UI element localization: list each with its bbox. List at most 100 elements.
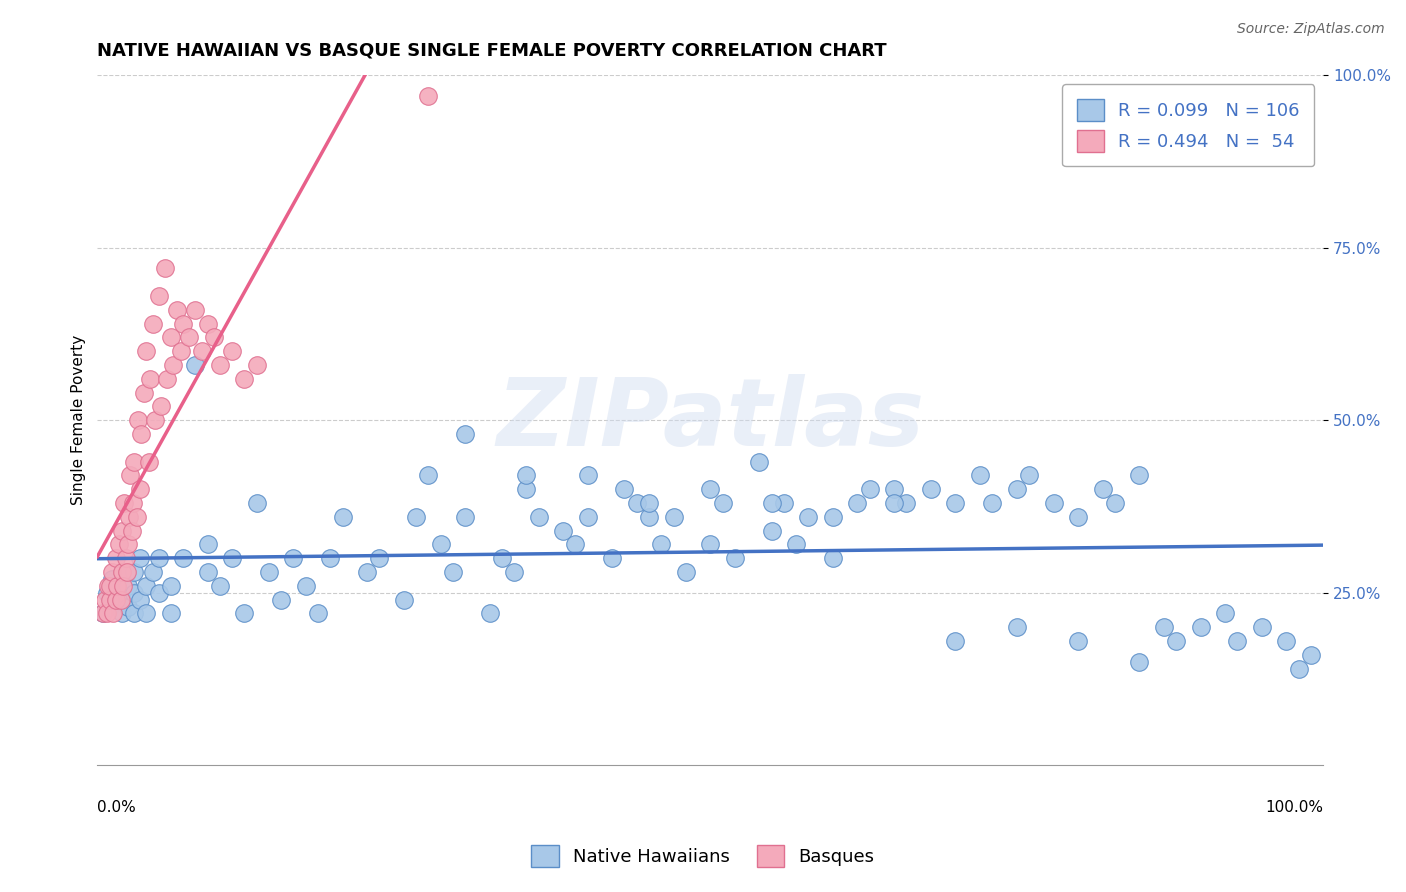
Point xyxy=(981,496,1004,510)
Point xyxy=(115,565,138,579)
Point xyxy=(392,592,415,607)
Point xyxy=(129,482,152,496)
Point xyxy=(307,607,329,621)
Legend: R = 0.099   N = 106, R = 0.494   N =  54: R = 0.099 N = 106, R = 0.494 N = 54 xyxy=(1063,84,1315,166)
Point xyxy=(1005,482,1028,496)
Point xyxy=(515,482,537,496)
Point xyxy=(724,551,747,566)
Point xyxy=(103,607,125,621)
Point xyxy=(332,509,354,524)
Point xyxy=(478,607,501,621)
Point xyxy=(118,509,141,524)
Point xyxy=(1018,468,1040,483)
Point xyxy=(160,330,183,344)
Text: Source: ZipAtlas.com: Source: ZipAtlas.com xyxy=(1237,22,1385,37)
Point xyxy=(418,468,440,483)
Text: ZIPatlas: ZIPatlas xyxy=(496,375,924,467)
Point xyxy=(270,592,292,607)
Point xyxy=(600,551,623,566)
Point xyxy=(117,537,139,551)
Point xyxy=(104,592,127,607)
Point xyxy=(821,509,844,524)
Point xyxy=(160,579,183,593)
Point xyxy=(1189,620,1212,634)
Point xyxy=(121,524,143,538)
Point xyxy=(896,496,918,510)
Point xyxy=(564,537,586,551)
Point xyxy=(132,385,155,400)
Point xyxy=(162,358,184,372)
Point xyxy=(141,565,163,579)
Point xyxy=(101,572,124,586)
Point xyxy=(172,551,194,566)
Point xyxy=(153,261,176,276)
Point xyxy=(104,551,127,566)
Point xyxy=(111,607,134,621)
Point xyxy=(613,482,636,496)
Point xyxy=(114,551,136,566)
Point xyxy=(650,537,672,551)
Point xyxy=(1213,607,1236,621)
Point xyxy=(1275,634,1298,648)
Point xyxy=(515,468,537,483)
Point xyxy=(197,537,219,551)
Point xyxy=(105,579,128,593)
Text: NATIVE HAWAIIAN VS BASQUE SINGLE FEMALE POVERTY CORRELATION CHART: NATIVE HAWAIIAN VS BASQUE SINGLE FEMALE … xyxy=(97,42,887,60)
Point xyxy=(859,482,882,496)
Point xyxy=(699,482,721,496)
Point xyxy=(1299,648,1322,662)
Point xyxy=(208,358,231,372)
Point xyxy=(441,565,464,579)
Point xyxy=(1067,509,1090,524)
Y-axis label: Single Female Poverty: Single Female Poverty xyxy=(72,335,86,506)
Point xyxy=(576,509,599,524)
Point xyxy=(108,537,131,551)
Point xyxy=(170,344,193,359)
Point xyxy=(1128,655,1150,669)
Point xyxy=(98,592,121,607)
Point xyxy=(283,551,305,566)
Point xyxy=(179,330,201,344)
Point xyxy=(111,524,134,538)
Point xyxy=(797,509,820,524)
Point xyxy=(821,551,844,566)
Point xyxy=(920,482,942,496)
Point xyxy=(761,524,783,538)
Point xyxy=(246,496,269,510)
Point xyxy=(294,579,316,593)
Point xyxy=(135,579,157,593)
Point xyxy=(675,565,697,579)
Point xyxy=(846,496,869,510)
Point xyxy=(503,565,526,579)
Point xyxy=(122,585,145,599)
Point xyxy=(141,317,163,331)
Point xyxy=(120,468,142,483)
Point xyxy=(748,455,770,469)
Point xyxy=(104,592,127,607)
Point xyxy=(122,565,145,579)
Point xyxy=(1005,620,1028,634)
Point xyxy=(197,317,219,331)
Text: 0.0%: 0.0% xyxy=(97,800,136,814)
Point xyxy=(662,509,685,524)
Point xyxy=(202,330,225,344)
Point xyxy=(122,455,145,469)
Point xyxy=(148,551,170,566)
Point xyxy=(368,551,391,566)
Point xyxy=(93,607,115,621)
Point xyxy=(221,551,243,566)
Point xyxy=(246,358,269,372)
Point xyxy=(98,579,121,593)
Point xyxy=(129,551,152,566)
Point xyxy=(553,524,575,538)
Point xyxy=(111,565,134,579)
Point xyxy=(945,634,967,648)
Point xyxy=(166,302,188,317)
Point xyxy=(945,496,967,510)
Point xyxy=(711,496,734,510)
Point xyxy=(1166,634,1188,648)
Point xyxy=(233,372,256,386)
Point xyxy=(233,607,256,621)
Point xyxy=(97,579,120,593)
Point xyxy=(638,496,661,510)
